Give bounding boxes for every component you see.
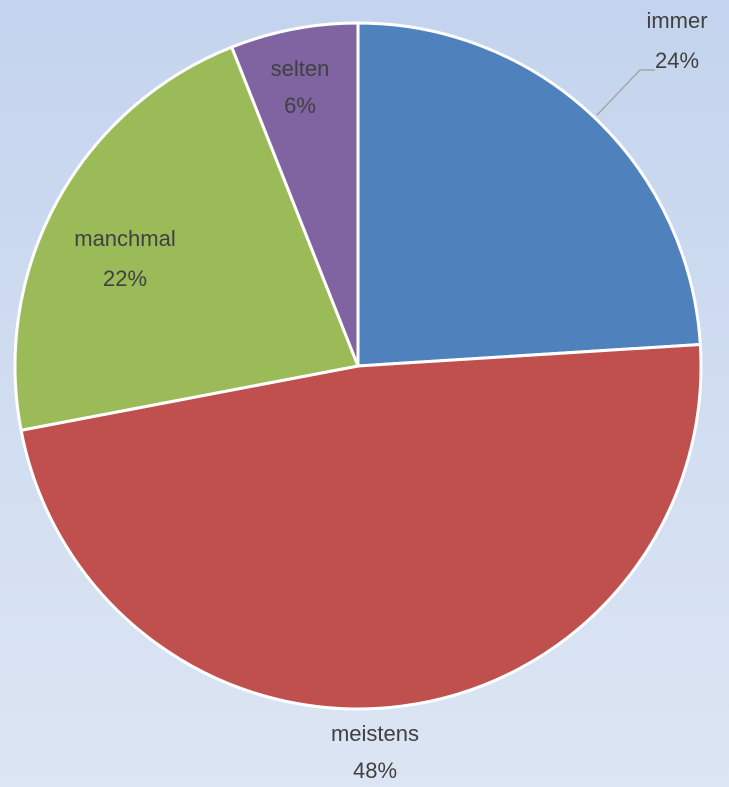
category-label: manchmal	[74, 226, 175, 251]
category-label: immer	[646, 8, 707, 33]
category-label: selten	[271, 56, 330, 81]
value-label: 6%	[284, 93, 316, 118]
leader-line	[596, 69, 655, 116]
value-label: 48%	[353, 758, 397, 783]
value-label: 24%	[655, 48, 699, 73]
pie-slice	[230, 21, 360, 368]
pie-slice	[19, 342, 703, 711]
value-label: 22%	[103, 266, 147, 291]
pie-slice	[13, 45, 360, 432]
pie-slice	[356, 21, 702, 368]
category-label: meistens	[331, 721, 419, 746]
